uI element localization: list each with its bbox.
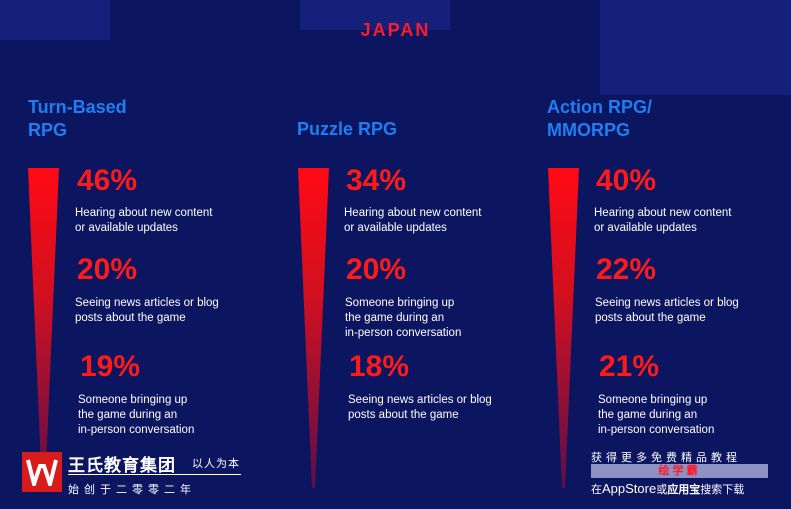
stat-description: Someone bringing up the game during an i… — [345, 297, 462, 339]
watermark-company-name: 王氏教育集团 — [68, 456, 176, 475]
appstore-label: AppStore — [602, 481, 657, 496]
stat-description: Someone bringing up the game during an i… — [78, 394, 195, 436]
download-or: 或 — [656, 484, 668, 496]
logo-icon — [22, 452, 62, 492]
stat-description: Seeing news articles or blog posts about… — [348, 394, 492, 421]
download-suffix: 搜索下载 — [700, 484, 745, 496]
watermark-promo-text: 获得更多免费精品教程 — [591, 452, 741, 464]
background-map-shape — [300, 0, 450, 30]
category-title: Turn-Based RPG — [28, 97, 127, 140]
watermark-brand-bar: 绘学霸 — [591, 464, 768, 478]
stat-description: Hearing about new content or available u… — [594, 207, 732, 234]
store-label: 应用宝 — [667, 484, 701, 496]
stat-description: Hearing about new content or available u… — [344, 207, 482, 234]
red-stripe-decoration — [298, 168, 329, 488]
red-stripe-decoration — [548, 168, 579, 488]
stat-percent: 20% — [77, 253, 138, 286]
red-stripe-decoration — [28, 168, 59, 488]
stat-description: Someone bringing up the game during an i… — [598, 394, 715, 436]
watermark-divider — [68, 474, 241, 475]
stat-percent: 19% — [80, 350, 141, 383]
watermark-download-text: 在AppStore或应用宝搜索下载 — [591, 481, 744, 497]
category-title: Puzzle RPG — [297, 119, 398, 139]
watermark-since: 始创于二零零二年 — [68, 484, 196, 496]
background-map-shape — [0, 0, 110, 40]
stat-percent: 20% — [346, 253, 407, 286]
stat-description: Seeing news articles or blog posts about… — [75, 297, 219, 324]
watermark-slogan: 以人为本 — [192, 458, 240, 470]
download-prefix: 在 — [591, 484, 602, 496]
category-title: Action RPG/ MMORPG — [547, 97, 653, 140]
stat-percent: 18% — [349, 350, 410, 383]
stat-description: Seeing news articles or blog posts about… — [595, 297, 739, 324]
stat-description: Hearing about new content or available u… — [75, 207, 213, 234]
stat-percent: 34% — [346, 164, 407, 197]
stat-percent: 40% — [596, 164, 657, 197]
background-map-shape — [600, 0, 791, 95]
stat-percent: 46% — [77, 164, 138, 197]
page-title: JAPAN — [360, 20, 431, 40]
stat-percent: 21% — [599, 350, 660, 383]
stat-percent: 22% — [596, 253, 657, 286]
